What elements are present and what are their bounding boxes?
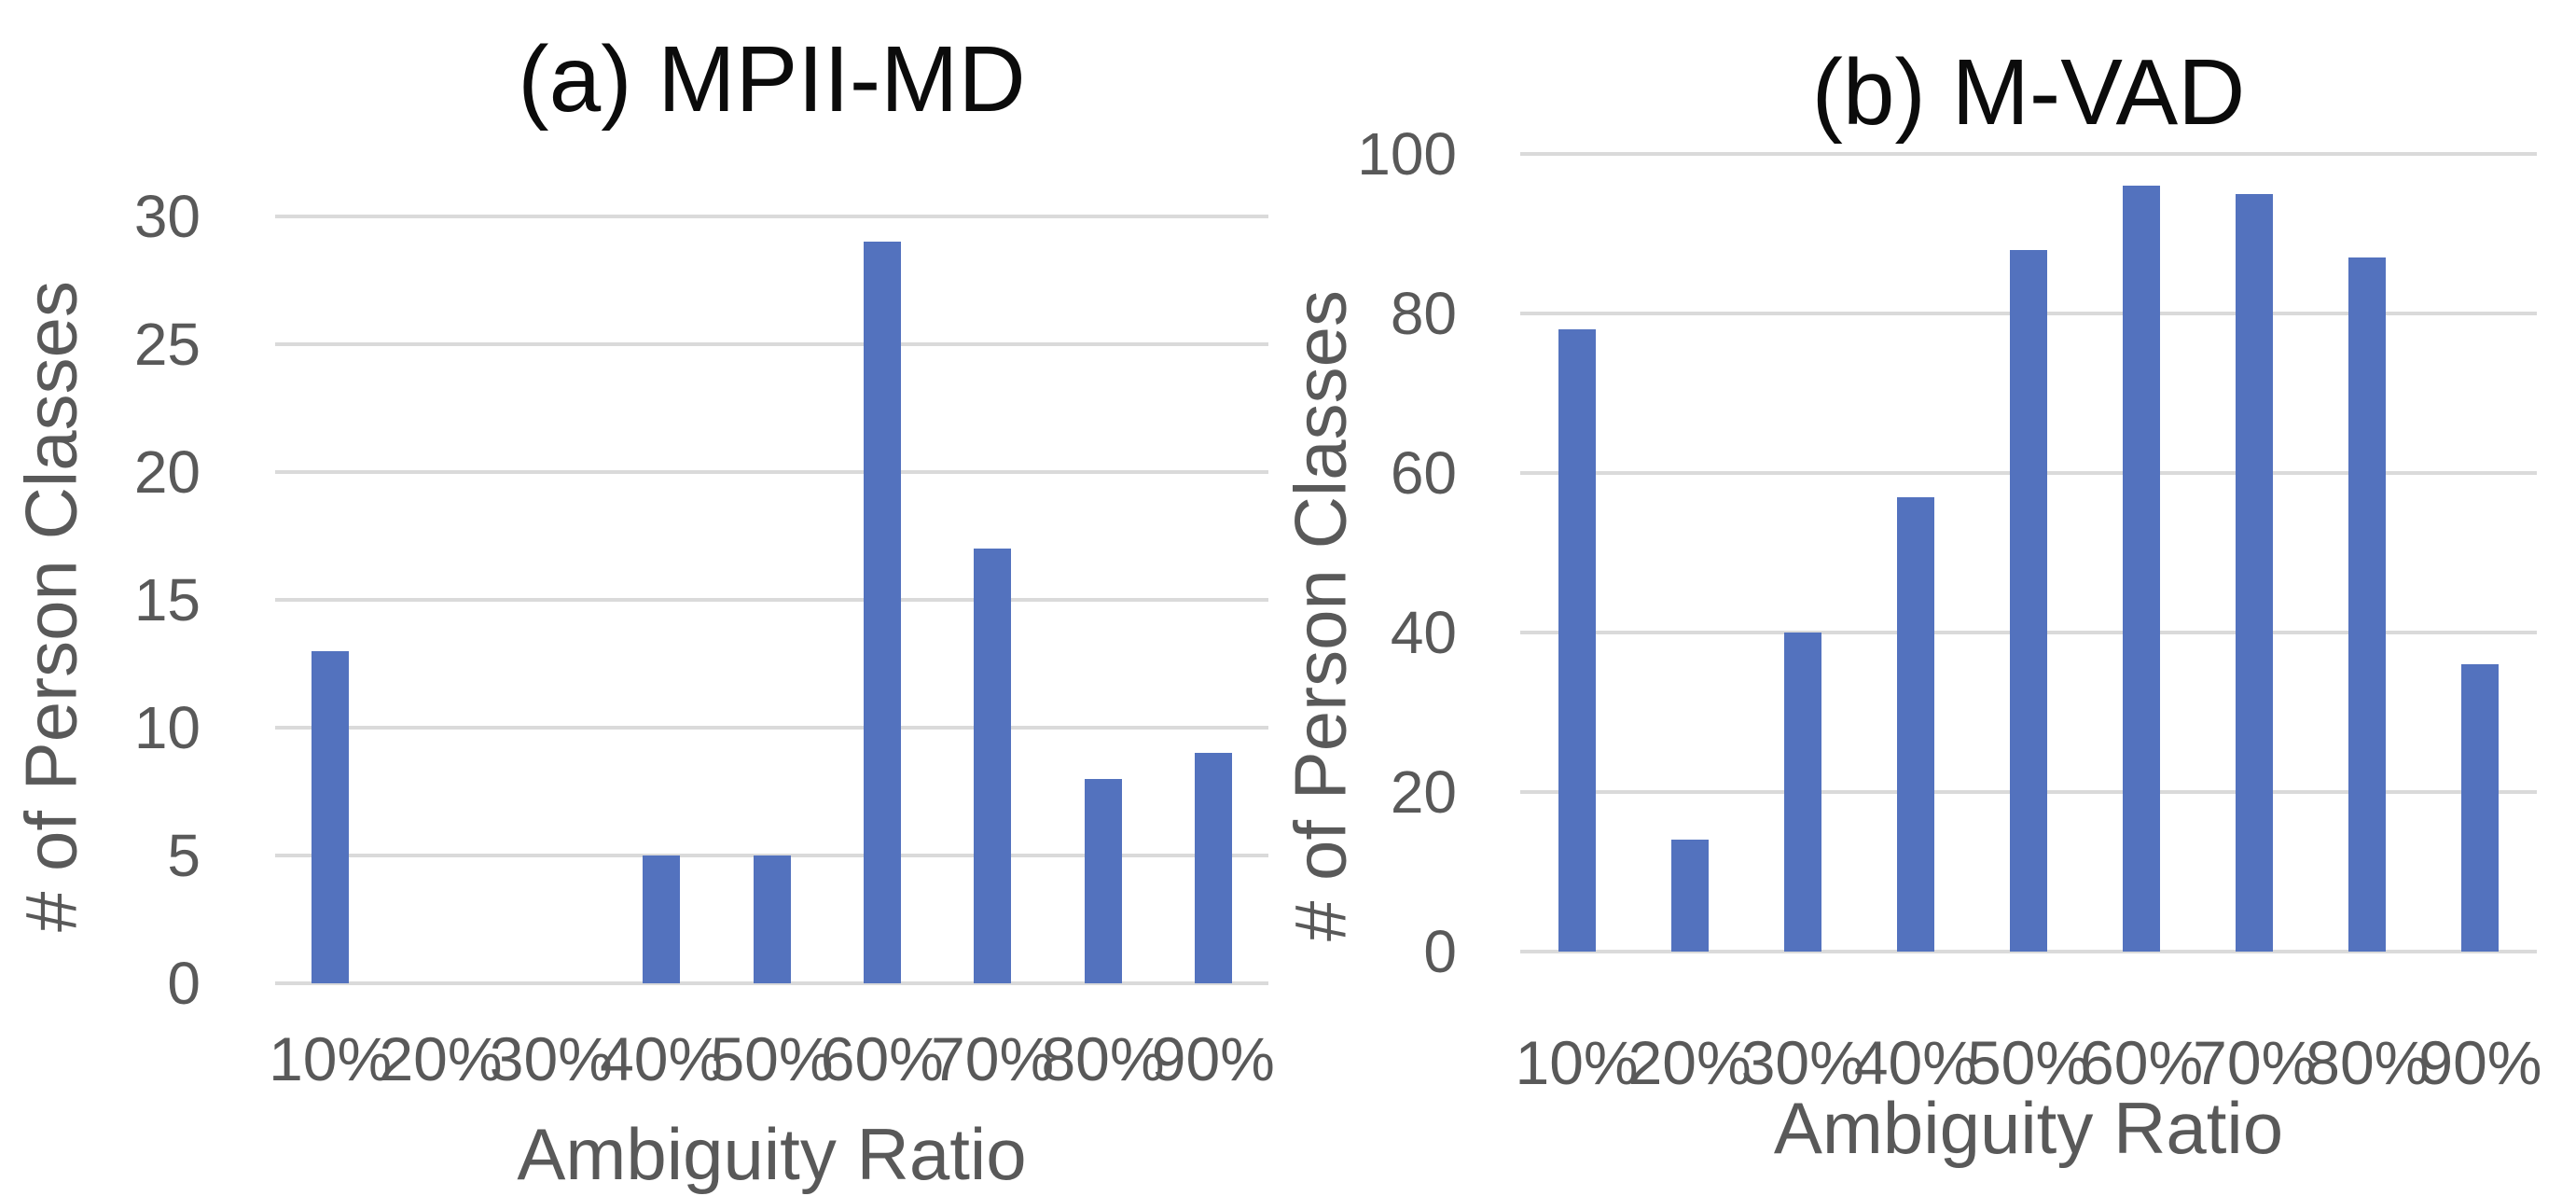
chart-a-x-tick-label-60%: 60% (820, 1024, 944, 1093)
chart-b-x-tick-label-60%: 60% (2080, 1028, 2204, 1097)
chart-b-bar-50% (2010, 249, 2047, 952)
chart-a-x-tick-label-50%: 50% (710, 1024, 834, 1093)
chart-a-gridline-0 (275, 981, 1268, 985)
chart-a-y-tick-label-20: 20 (133, 438, 201, 506)
chart-a-gridline-30 (275, 215, 1268, 218)
chart-b-x-tick-label-20%: 20% (1627, 1028, 1752, 1097)
chart-a-x-tick-label-70%: 70% (931, 1024, 1055, 1093)
chart-a-x-tick-label-20%: 20% (379, 1024, 503, 1093)
chart-a-y-tick-label-30: 30 (133, 183, 201, 250)
chart-b-bar-70% (2236, 193, 2274, 952)
chart-b-x-tick-label-70%: 70% (2193, 1028, 2317, 1097)
chart-b-bar-40% (1896, 496, 1934, 952)
chart-a-bar-70% (974, 549, 1012, 983)
chart-a-gridline-15 (275, 598, 1268, 602)
chart-b-x-tick-label-40%: 40% (1853, 1028, 1977, 1097)
chart-a-gridline-10 (275, 726, 1268, 730)
chart-b-gridline-100 (1520, 152, 2537, 156)
chart-a-x-tick-label-40%: 40% (600, 1024, 724, 1093)
chart-b-x-axis-title: Ambiguity Ratio (1773, 1087, 2284, 1169)
chart-a-bar-10% (312, 650, 350, 983)
chart-b-y-tick-label-20: 20 (1390, 758, 1457, 826)
chart-a-gridline-20 (275, 470, 1268, 474)
chart-b-bar-80% (2348, 257, 2387, 952)
chart-b-x-tick-label-80%: 80% (2306, 1028, 2430, 1097)
chart-b-y-tick-label-0: 0 (1423, 918, 1457, 985)
chart-b-bar-10% (1558, 329, 1596, 952)
chart-a-bar-50% (753, 855, 791, 983)
chart-a-y-tick-label-5: 5 (167, 822, 201, 889)
chart-b-x-tick-label-10%: 10% (1515, 1028, 1639, 1097)
chart-a-y-tick-label-25: 25 (133, 311, 201, 378)
chart-a-bar-40% (643, 855, 681, 983)
chart-b-bar-30% (1783, 633, 1821, 952)
chart-b-gridline-0 (1520, 950, 2537, 953)
chart-a-bar-80% (1084, 778, 1122, 983)
chart-a-x-tick-label-10%: 10% (269, 1024, 393, 1093)
chart-a-x-axis-title: Ambiguity Ratio (517, 1113, 1027, 1195)
chart-a-x-tick-label-30%: 30% (489, 1024, 613, 1093)
chart-b-x-tick-label-90%: 90% (2418, 1028, 2542, 1097)
chart-b-y-tick-label-40: 40 (1390, 599, 1457, 666)
chart-a-y-tick-label-15: 15 (133, 566, 201, 633)
chart-b-x-tick-label-50%: 50% (1966, 1028, 2091, 1097)
chart-a-x-tick-label-80%: 80% (1041, 1024, 1165, 1093)
chart-a-title: (a) MPII-MD (518, 27, 1026, 132)
chart-b-y-tick-label-60: 60 (1390, 439, 1457, 507)
chart-a-bar-60% (863, 242, 901, 983)
chart-a-y-tick-label-0: 0 (167, 950, 201, 1017)
chart-b-bar-20% (1670, 840, 1709, 952)
chart-a-bar-90% (1194, 753, 1232, 983)
chart-b-y-tick-label-100: 100 (1357, 120, 1457, 188)
chart-a-y-tick-label-10: 10 (133, 694, 201, 761)
chart-a-gridline-25 (275, 342, 1268, 346)
chart-b-y-tick-label-80: 80 (1390, 280, 1457, 347)
chart-b-bar-90% (2461, 664, 2500, 952)
chart-a-x-tick-label-90%: 90% (1151, 1024, 1275, 1093)
chart-b-bar-60% (2123, 186, 2161, 952)
chart-b-title: (b) M-VAD (1811, 40, 2246, 145)
chart-b-x-tick-label-30%: 30% (1740, 1028, 1864, 1097)
